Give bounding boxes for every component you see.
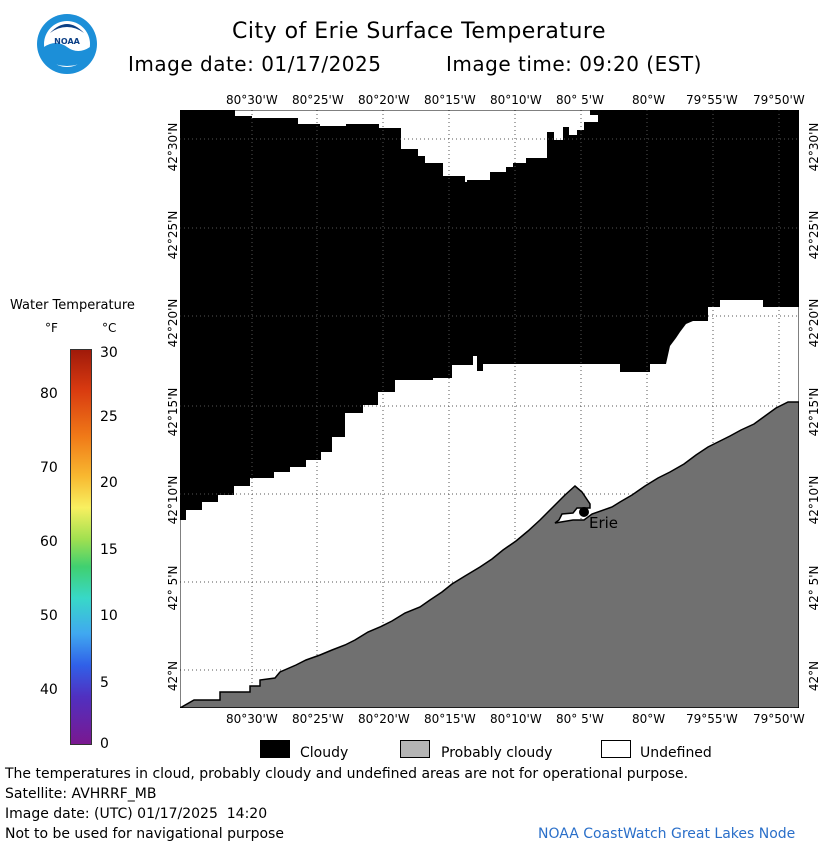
lat-label-left: 42°10'N xyxy=(166,475,180,525)
lat-label-left: 42°20'N xyxy=(166,298,180,348)
image-time: Image time: 09:20 (EST) xyxy=(446,52,702,76)
noaa-logo: NOAA xyxy=(36,13,98,75)
c-tick: 25 xyxy=(100,409,118,425)
lon-label-top: 80°15'W xyxy=(424,93,476,107)
temperature-colorbar xyxy=(70,349,92,745)
footer-note: The temperatures in cloud, probably clou… xyxy=(5,766,689,782)
f-tick: 70 xyxy=(40,460,58,476)
lon-label-bottom: 80°25'W xyxy=(292,712,344,726)
lon-label-bottom: 80°30'W xyxy=(226,712,278,726)
scale-unit-c: °C xyxy=(102,321,117,335)
page-title: City of Erie Surface Temperature xyxy=(231,19,607,44)
lon-label-top: 80°20'W xyxy=(358,93,410,107)
c-tick: 20 xyxy=(100,475,118,491)
legend-cloudy-swatch xyxy=(260,740,290,758)
lon-label-top: 79°55'W xyxy=(686,93,738,107)
lon-label-top: 80° 5'W xyxy=(556,93,604,107)
lon-label-bottom: 80°20'W xyxy=(358,712,410,726)
footer-satellite: Satellite: AVHRRF_MB xyxy=(5,786,157,802)
lat-label-right: 42° 5'N xyxy=(807,565,821,611)
lon-label-bottom: 80°15'W xyxy=(424,712,476,726)
footer-utc-date: Image date: (UTC) 01/17/2025 14:20 xyxy=(5,806,268,822)
scale-unit-f: °F xyxy=(45,321,58,335)
legend-probably-cloudy-swatch xyxy=(400,740,430,758)
image-date: Image date: 01/17/2025 xyxy=(128,52,382,76)
cloud-area xyxy=(180,110,799,520)
lat-label-right: 42°N xyxy=(807,660,821,692)
lat-label-left: 42°30'N xyxy=(166,122,180,172)
legend-probably-cloudy-label: Probably cloudy xyxy=(441,745,553,761)
land-area xyxy=(177,401,800,709)
lon-label-top: 80°30'W xyxy=(226,93,278,107)
lat-label-right: 42°25'N xyxy=(807,210,821,260)
lon-label-bottom: 80°10'W xyxy=(490,712,542,726)
lon-label-bottom: 80° 5'W xyxy=(556,712,604,726)
lon-label-top: 80°10'W xyxy=(490,93,542,107)
map-svg: Erie xyxy=(177,109,800,709)
legend-undefined-label: Undefined xyxy=(640,745,712,761)
clear-gap xyxy=(235,110,598,182)
c-tick: 0 xyxy=(100,736,109,752)
legend-undefined-swatch xyxy=(601,740,631,758)
f-tick: 60 xyxy=(40,534,58,550)
svg-text:NOAA: NOAA xyxy=(54,37,80,46)
f-tick: 50 xyxy=(40,608,58,624)
c-tick: 5 xyxy=(100,675,109,691)
lon-label-top: 80°25'W xyxy=(292,93,344,107)
c-tick: 30 xyxy=(100,345,118,361)
f-tick: 80 xyxy=(40,386,58,402)
lat-label-right: 42°10'N xyxy=(807,475,821,525)
lat-label-right: 42°20'N xyxy=(807,298,821,348)
lat-label-left: 42°N xyxy=(166,660,180,692)
erie-label: Erie xyxy=(589,514,618,532)
legend-cloudy-label: Cloudy xyxy=(300,745,349,761)
lon-label-bottom: 79°55'W xyxy=(686,712,738,726)
lon-label-bottom: 79°50'W xyxy=(753,712,805,726)
lat-label-right: 42°15'N xyxy=(807,387,821,437)
lat-label-left: 42° 5'N xyxy=(166,565,180,611)
lon-label-top: 79°50'W xyxy=(753,93,805,107)
f-tick: 40 xyxy=(40,682,58,698)
lon-label-bottom: 80°W xyxy=(632,712,666,726)
scale-title: Water Temperature xyxy=(10,298,135,313)
lat-label-left: 42°25'N xyxy=(166,210,180,260)
erie-marker xyxy=(579,507,589,517)
c-tick: 15 xyxy=(100,542,118,558)
lon-label-top: 80°W xyxy=(632,93,666,107)
lat-label-right: 42°30'N xyxy=(807,122,821,172)
map: Erie xyxy=(177,109,800,709)
footer-credit: NOAA CoastWatch Great Lakes Node xyxy=(538,826,796,842)
footer-nav-warning: Not to be used for navigational purpose xyxy=(5,826,284,842)
lat-label-left: 42°15'N xyxy=(166,387,180,437)
c-tick: 10 xyxy=(100,608,118,624)
